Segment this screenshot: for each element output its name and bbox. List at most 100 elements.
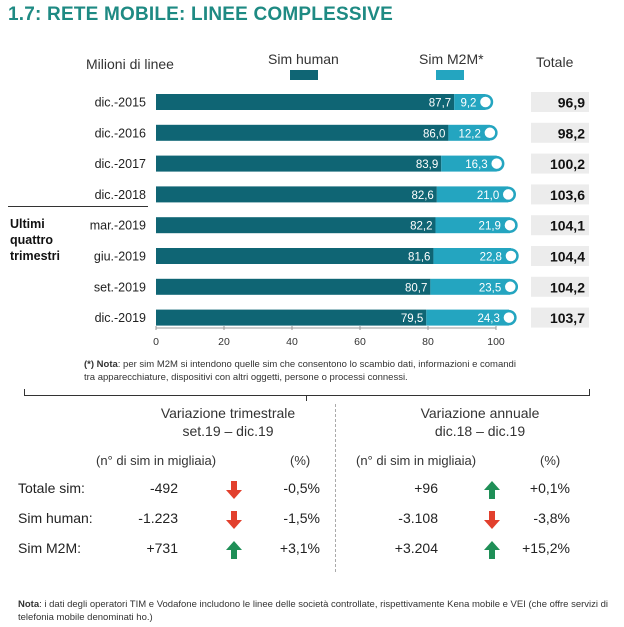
quarterly-pct: +3,1% (279, 540, 320, 556)
total-box (531, 307, 589, 328)
data-label-m2m: 12,2 (458, 128, 480, 140)
annual-value: -3.108 (398, 510, 438, 526)
bar-end-marker (477, 94, 494, 110)
legend-swatch-human (290, 70, 318, 80)
footnote-operators-bold: Nota (18, 599, 40, 610)
quarterly-value: +731 (146, 540, 178, 556)
bar-sim-human (156, 217, 436, 234)
bar-sim-human (156, 186, 437, 203)
bar-end-marker (488, 155, 505, 172)
y-axis-label: Milioni di linee (86, 56, 174, 72)
data-label-m2m: 21,9 (479, 221, 501, 233)
category-label: dic.-2019 (95, 311, 146, 325)
section-brace-center-tick (306, 395, 307, 401)
bar-sim-m2m (435, 217, 510, 234)
arrow-down-icon (226, 511, 242, 529)
data-label-human: 86,0 (423, 128, 445, 140)
x-tick-label: 40 (286, 336, 298, 348)
quarterly-pct: -1,5% (283, 510, 320, 526)
stacked-bar-chart: dic.-2015 87,7 9,2 96,9 dic.-2016 86,0 12,2 98,… (90, 92, 589, 348)
total-value: 98,2 (558, 125, 585, 141)
totale-header: Totale (536, 54, 574, 70)
side-bracket-line (8, 206, 148, 207)
bar-end-marker (501, 309, 517, 326)
x-tick-label: 100 (487, 336, 505, 348)
footnote-m2m: (*) Nota: per sim M2M si intendono quell… (84, 358, 524, 384)
table-divider (335, 404, 336, 572)
annual-pct: -3,8% (533, 510, 570, 526)
arrow-up-icon (484, 481, 500, 499)
bar-sim-m2m (433, 248, 511, 264)
data-label-m2m: 16,3 (465, 159, 487, 171)
bar-sim-human (156, 94, 455, 110)
total-value: 104,2 (550, 279, 585, 295)
data-label-human: 80,7 (405, 282, 427, 294)
bar-sim-human (156, 124, 449, 141)
total-value: 103,6 (550, 187, 585, 203)
quarterly-title: Variazione trimestrale set.19 – dic.19 (118, 404, 338, 440)
arrow-down-icon (484, 511, 500, 529)
category-label: dic.-2016 (95, 126, 146, 140)
bar-end-marker (482, 125, 498, 141)
category-label: giu.-2019 (94, 250, 146, 264)
row-label: Totale sim: (18, 480, 85, 496)
annual-pct: +15,2% (522, 540, 570, 556)
data-label-human: 79,5 (401, 313, 423, 325)
side-label-line-3: trimestri (10, 249, 61, 263)
data-label-human: 83,9 (416, 159, 438, 171)
data-label-human: 82,2 (410, 221, 432, 233)
bar-end-marker (500, 186, 516, 203)
total-value: 104,1 (550, 218, 585, 234)
side-label-line-2: quattro (10, 233, 54, 247)
arrow-up-icon (484, 541, 500, 559)
category-label: mar.-2019 (90, 219, 146, 233)
data-label-m2m: 22,8 (480, 252, 502, 264)
footnote-m2m-bold: (*) Nota (84, 359, 118, 370)
bar-sim-m2m (430, 278, 511, 295)
quarterly-value: -492 (149, 480, 178, 496)
quarterly-col-sims: (n° di sim in migliaia) (96, 453, 217, 468)
data-label-m2m: 24,3 (478, 313, 500, 325)
total-box (531, 122, 589, 143)
annual-value: +96 (414, 480, 438, 496)
total-box (531, 153, 589, 174)
annual-value: +3.204 (394, 540, 438, 556)
quarterly-title-line-2: set.19 – dic.19 (182, 423, 274, 439)
side-label-line-1: Ultimi (10, 217, 45, 231)
total-box (531, 184, 589, 205)
total-box (531, 215, 589, 236)
data-label-human: 81,6 (408, 252, 430, 264)
row-label: Sim M2M: (18, 540, 81, 556)
legend-label-human: Sim human (268, 51, 339, 67)
data-label-human: 87,7 (429, 98, 451, 110)
footnote-operators: Nota: i dati degli operatori TIM e Vodaf… (18, 598, 618, 624)
bar-end-marker (502, 217, 518, 233)
quarterly-title-line-1: Variazione trimestrale (160, 405, 296, 421)
category-label: dic.-2015 (95, 96, 146, 110)
x-tick-label: 20 (218, 336, 230, 348)
footnote-operators-text: : i dati degli operatori TIM e Vodafone … (18, 599, 609, 623)
annual-col-sims: (n° di sim in migliaia) (356, 453, 477, 468)
page-title: 1.7: RETE MOBILE: LINEE COMPLESSIVE (8, 4, 393, 25)
legend-label-m2m: Sim M2M* (419, 51, 484, 67)
total-box (531, 92, 589, 112)
annual-title-line-2: dic.18 – dic.19 (434, 423, 526, 439)
bar-sim-m2m (436, 186, 509, 203)
category-label: dic.-2018 (95, 188, 146, 202)
table-row-human: Sim human: -1.223 -1,5% -3.108 -3,8% (0, 510, 624, 538)
annual-title: Variazione annuale dic.18 – dic.19 (370, 404, 590, 440)
bar-end-marker (502, 279, 519, 295)
bar-sim-m2m (448, 124, 490, 141)
category-label: dic.-2017 (95, 157, 146, 171)
table-row-m2m: Sim M2M: +731 +3,1% +3.204 +15,2% (0, 540, 624, 568)
total-box (531, 246, 589, 266)
arrow-up-icon (226, 541, 242, 559)
table-row-totale: Totale sim: -492 -0,5% +96 +0,1% (0, 480, 624, 508)
section-brace (24, 395, 590, 396)
arrow-down-icon (226, 481, 242, 499)
bar-sim-human (156, 155, 442, 172)
x-tick-label: 80 (422, 336, 434, 348)
bar-sim-m2m (441, 155, 497, 172)
bar-sim-m2m (454, 94, 486, 110)
total-value: 103,7 (550, 310, 585, 326)
